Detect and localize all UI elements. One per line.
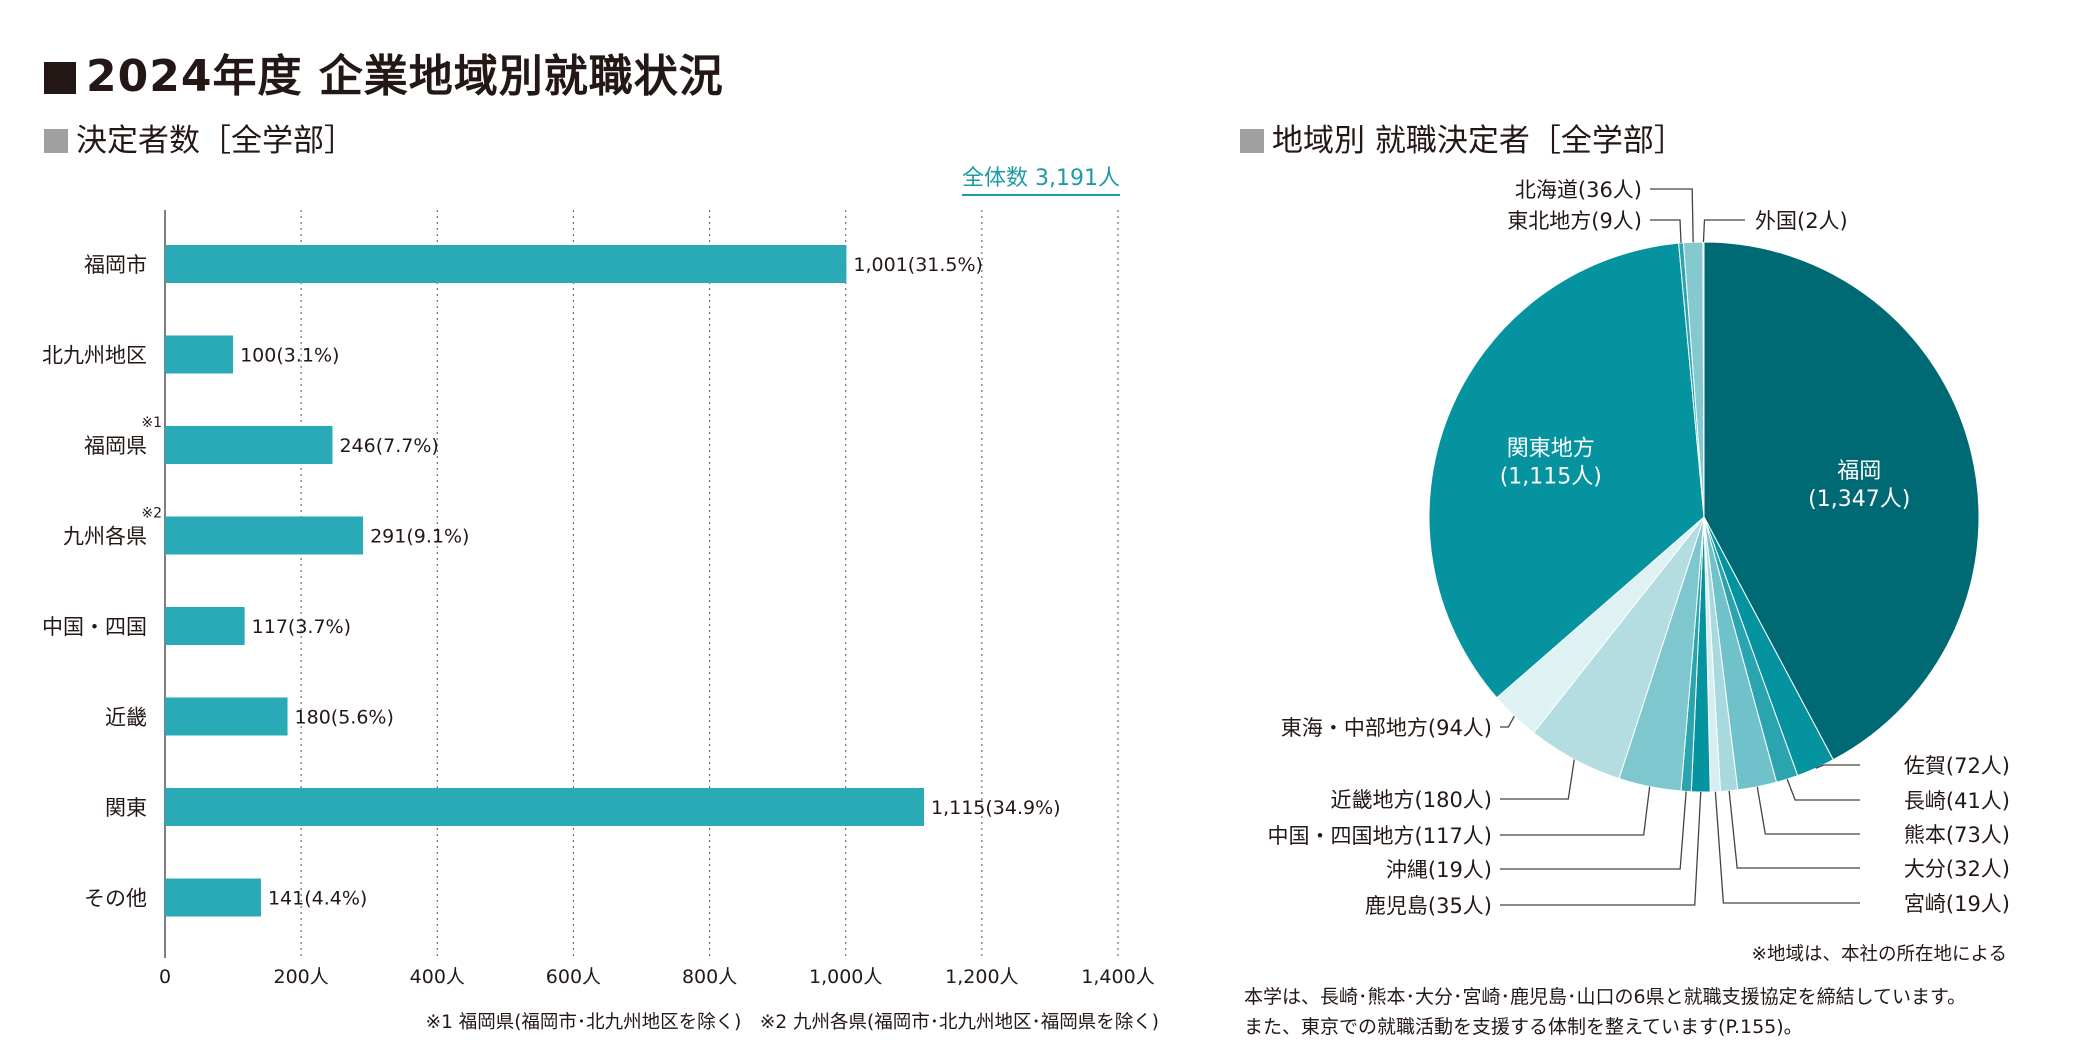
category-footnote-mark: ※2 (141, 506, 162, 522)
bar-section-title-text: 決定者数［全学部］ (76, 123, 355, 159)
bar (165, 335, 234, 374)
leader-line (1714, 791, 1860, 904)
leader-line (1786, 778, 1860, 801)
pie-slice (1703, 516, 1722, 793)
pie-slice (1703, 241, 1980, 761)
bar-data-label: 291(9.1%) (370, 526, 469, 548)
category-footnote-mark: ※1 (141, 415, 162, 431)
bar-chart: 0 200人 400人 600人 800人 1,000人 1,200人 1,400人 1,001… (42, 210, 1155, 988)
pie-slice (1703, 516, 1778, 791)
pie-slice (1428, 242, 1705, 699)
leader-line (1650, 188, 1694, 243)
pie-outside-label: 東北地方(9人) (1507, 209, 1642, 233)
pie-inside-label: 福岡 (1837, 459, 1881, 484)
pie-outside-label: 熊本(73人) (1904, 823, 2010, 847)
pie-slice (1703, 516, 1834, 777)
leader-line (1702, 219, 1745, 243)
pie-slice (1690, 516, 1711, 793)
bar-data-label: 1,115(34.9%) (931, 797, 1061, 819)
category-label: 九州各県 (63, 525, 147, 549)
bar-data-label: 180(5.6%) (295, 707, 394, 729)
x-tick-label: 1,000人 (809, 966, 882, 988)
pie-slice (1496, 516, 1705, 734)
bar (165, 516, 364, 555)
pie-section-title: 地域別 就職決定者［全学部］ (1240, 115, 1685, 160)
leader-line (1728, 790, 1860, 869)
pie-slice (1703, 516, 1739, 793)
bar-chart-notes: ※1 福岡県(福岡市･北九州地区を除く) ※2 九州各県(福岡市･北九州地区･福… (425, 1012, 1159, 1033)
leader-line (1815, 764, 1860, 769)
pie-outside-label: 長崎(41人) (1904, 789, 2010, 813)
x-tick-label: 200人 (274, 966, 329, 988)
x-tick-label: 1,200人 (945, 966, 1018, 988)
category-label: 関東 (105, 796, 147, 820)
pie-outside-label: 近畿地方(180人) (1331, 788, 1492, 812)
leader-line (1500, 759, 1575, 800)
category-label: 福岡県 (84, 434, 147, 458)
x-tick-label: 0 (159, 966, 171, 988)
pie-slice (1532, 516, 1705, 780)
leader-line (1650, 219, 1682, 243)
leader-line (1500, 715, 1515, 728)
pie-outside-label: 中国・四国地方(117人) (1268, 824, 1492, 848)
pie-section-title-text: 地域別 就職決定者［全学部］ (1272, 123, 1685, 159)
pie-outside-label: 宮崎(19人) (1904, 892, 2010, 916)
bar (165, 607, 245, 645)
footer-note-line2: また、東京での就職活動を支援する体制を整えています(P.155)。 (1244, 1016, 1803, 1038)
bar-section-title: 決定者数［全学部］ (44, 115, 355, 160)
leader-line (1500, 791, 1702, 906)
pie-slice (1618, 516, 1705, 792)
category-label: 中国・四国 (42, 615, 147, 639)
category-label: 近畿 (105, 706, 147, 730)
pie-slice (1702, 241, 1705, 518)
pie-outside-label: 佐賀(72人) (1904, 754, 2010, 778)
bar-data-label: 141(4.4%) (268, 888, 367, 910)
bar (165, 788, 924, 826)
category-label: 福岡市 (84, 253, 147, 277)
leader-line (1756, 786, 1860, 835)
pie-outside-label: 沖縄(19人) (1386, 858, 1492, 882)
footer-note-line1: 本学は、長崎･熊本･大分･宮崎･鹿児島･山口の6県と就職支援協定を締結しています… (1244, 986, 1967, 1008)
pie-outside-label: 鹿児島(35人) (1365, 894, 1492, 918)
category-label: その他 (84, 887, 147, 911)
category-label: 北九州地区 (42, 344, 147, 368)
bar (165, 245, 847, 283)
pie-outside-label: 東海・中部地方(94人) (1281, 716, 1492, 740)
pie-inside-label: 関東地方 (1507, 437, 1595, 462)
bar-data-label: 246(7.7%) (339, 435, 438, 457)
title-square-icon (44, 62, 76, 94)
pie-inside-label: (1,347人) (1808, 487, 1910, 512)
page-title: 2024年度 企業地域別就職状況 (44, 40, 724, 104)
bar (165, 697, 288, 736)
region-note: ※地域は、本社の所在地による (1751, 944, 2007, 965)
x-tick-label: 400人 (410, 966, 465, 988)
total-count-label: 全体数 3,191人 (962, 160, 1120, 196)
section-square-icon (44, 129, 68, 153)
pie-slice (1680, 516, 1705, 793)
pie-slice (1682, 241, 1705, 518)
pie-slice (1703, 516, 1799, 783)
bar-data-label: 117(3.7%) (252, 616, 351, 638)
pie-outside-label: 大分(32人) (1904, 857, 2010, 881)
x-tick-label: 800人 (682, 966, 737, 988)
pie-inside-label: (1,115人) (1500, 465, 1602, 490)
pie-outside-label: 北海道(36人) (1515, 178, 1642, 202)
bar (165, 878, 261, 917)
pie-outside-label: 外国(2人) (1755, 209, 1848, 233)
bar-data-label: 1,001(31.5%) (853, 254, 983, 276)
pie-slice (1678, 242, 1705, 518)
bar (165, 426, 333, 464)
x-tick-label: 600人 (546, 966, 601, 988)
leader-line (1500, 786, 1651, 836)
page-title-text: 2024年度 企業地域別就職状況 (86, 51, 724, 102)
bar-data-label: 100(3.1%) (240, 345, 339, 367)
x-tick-label: 1,400人 (1081, 966, 1154, 988)
leader-line (1500, 791, 1687, 870)
section-square-icon (1240, 129, 1264, 153)
